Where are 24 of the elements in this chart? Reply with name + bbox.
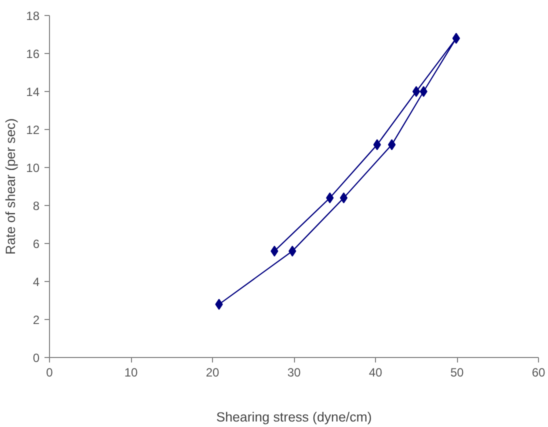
y-tick-label: 4	[32, 275, 40, 289]
y-axis-title: Rate of shear (per sec)	[3, 118, 18, 255]
point	[412, 86, 420, 97]
point	[420, 86, 428, 97]
x-tick-label: 40	[368, 366, 382, 380]
point	[388, 139, 396, 150]
y-tick-label: 2	[32, 313, 40, 327]
y-tick-label: 16	[26, 47, 40, 61]
y-tick-label: 0	[32, 351, 40, 365]
x-tick-label: 0	[46, 366, 54, 380]
point	[340, 192, 348, 204]
x-tick-label: 50	[450, 366, 464, 380]
x-tick-label: 60	[532, 366, 546, 380]
point	[452, 32, 460, 44]
y-tick-label: 10	[26, 161, 40, 175]
y-tick-label: 12	[26, 123, 40, 137]
x-tick-label: 30	[287, 366, 301, 380]
y-tick-label: 14	[26, 85, 40, 99]
y-tick-label: 6	[32, 237, 40, 251]
x-axis-title: Shearing stress (dyne/cm)	[216, 410, 372, 424]
y-tick-label: 8	[32, 199, 40, 213]
x-tick-label: 20	[206, 366, 220, 380]
x-tick-label: 10	[124, 366, 138, 380]
y-tick-label: 18	[26, 9, 40, 23]
